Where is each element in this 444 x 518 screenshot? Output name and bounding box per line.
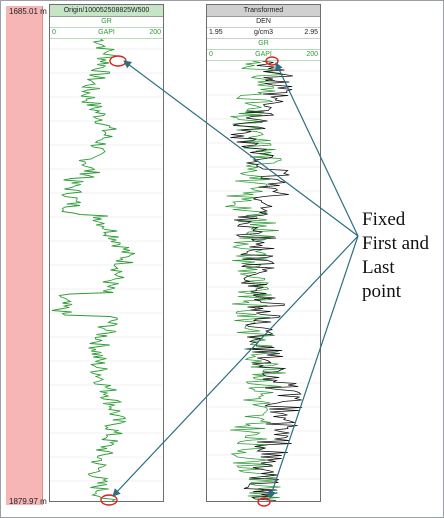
pointer-arrow bbox=[276, 63, 358, 236]
endpoint-marker bbox=[258, 498, 270, 506]
endpoint-marker bbox=[101, 495, 117, 505]
pointer-arrow bbox=[270, 236, 358, 498]
pointer-arrow bbox=[113, 236, 358, 496]
endpoint-marker bbox=[110, 56, 126, 66]
pointer-arrow bbox=[124, 61, 358, 236]
